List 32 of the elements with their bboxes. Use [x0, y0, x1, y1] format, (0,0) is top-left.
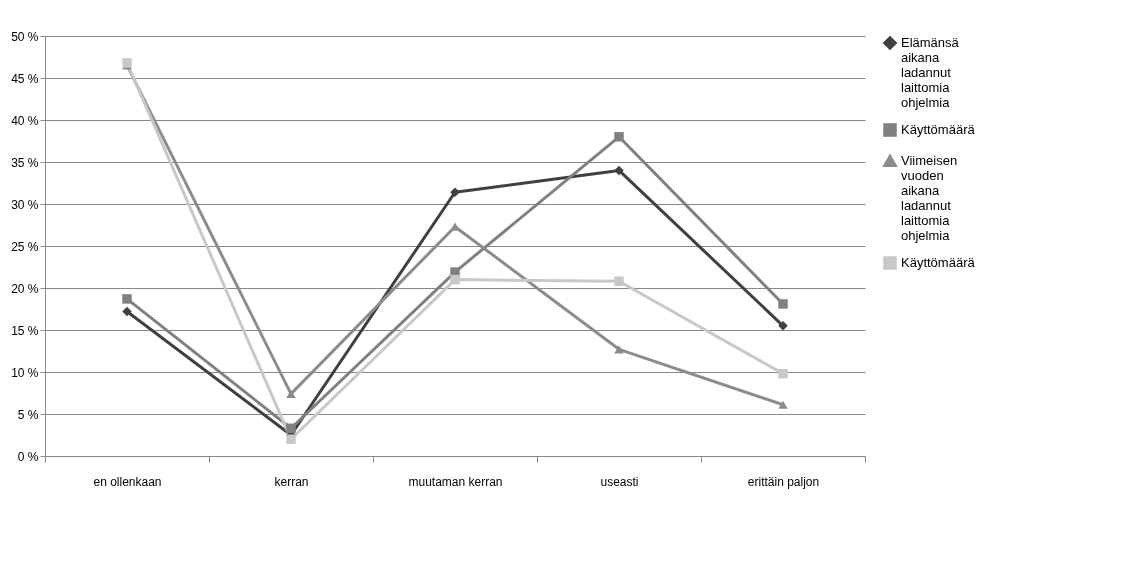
- x-tick-label: en ollenkaan: [93, 474, 162, 489]
- legend-label: Viimeisen vuoden aikana ladannut laittomia ohjelmia: [901, 153, 958, 243]
- legend-label: Käyttömäärä: [901, 122, 976, 137]
- point: [614, 165, 624, 176]
- y-tick-label: 45 %: [11, 71, 39, 86]
- x-tick-label: erittäin paljon: [747, 474, 820, 489]
- point: [286, 423, 296, 434]
- point: [286, 434, 296, 444]
- point: [286, 389, 296, 398]
- point: [778, 368, 788, 379]
- legend-label: Elämänsä aikana ladannut laittomia ohjelmia: [901, 35, 960, 110]
- y-tick-label: 30 %: [11, 197, 39, 212]
- y-tick-label: 0 %: [17, 449, 39, 464]
- x-tick-label: useasti: [600, 474, 639, 489]
- point: [122, 294, 132, 304]
- point: [450, 274, 460, 285]
- point: [778, 400, 788, 409]
- y-tick-label: 10 %: [11, 365, 39, 380]
- y-tick-label: 5 %: [17, 407, 39, 422]
- point: [614, 276, 624, 287]
- legend-label: Käyttömäärä: [901, 255, 976, 270]
- y-tick-label: 40 %: [11, 113, 39, 128]
- y-tick-label: 25 %: [11, 239, 39, 254]
- y-tick-label: 20 %: [11, 281, 39, 296]
- x-tick-label: muutaman kerran: [408, 474, 503, 489]
- point: [778, 299, 788, 309]
- y-tick-label: 35 %: [11, 155, 39, 170]
- x-tick-label: kerran: [274, 474, 309, 489]
- y-tick-label: 50 %: [11, 29, 39, 44]
- point: [614, 132, 624, 142]
- y-tick-label: 15 %: [11, 323, 39, 338]
- point: [122, 306, 132, 317]
